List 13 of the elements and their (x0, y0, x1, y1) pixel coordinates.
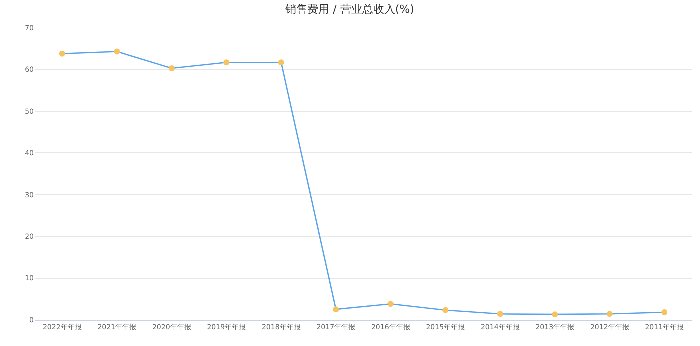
point (168, 65, 175, 72)
point (114, 48, 120, 55)
point (333, 306, 340, 313)
point (388, 301, 394, 308)
point (59, 50, 66, 57)
point (442, 307, 449, 314)
point (497, 311, 504, 318)
point (662, 309, 668, 316)
chart-title: 销售费用 / 营业总收入(%) (284, 2, 414, 16)
point (552, 312, 558, 318)
point (224, 60, 230, 66)
point (606, 311, 613, 318)
point (278, 60, 284, 66)
